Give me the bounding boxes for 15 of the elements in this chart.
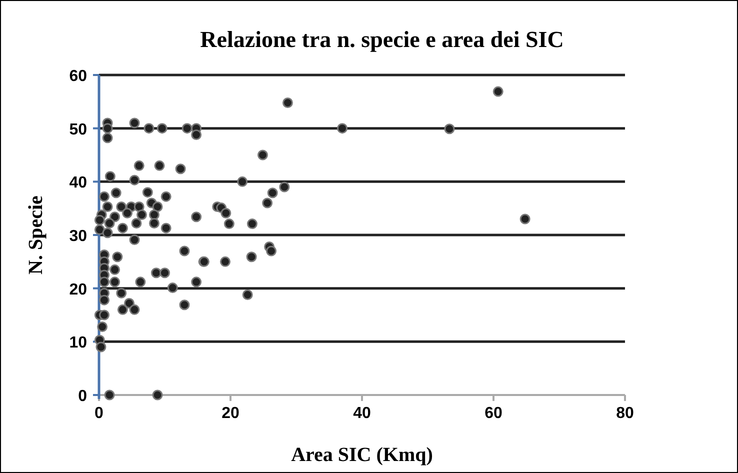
x-tick-label: 40: [353, 405, 371, 422]
y-tick-label: 0: [78, 388, 88, 405]
y-tick-label: 20: [69, 281, 88, 298]
y-tick-label: 40: [69, 174, 88, 192]
y-tick-label: 50: [69, 121, 88, 138]
y-tick-label: 60: [69, 68, 88, 85]
x-tick-label: 80: [616, 405, 634, 422]
x-tick-label: 20: [222, 405, 240, 422]
x-tick-label: 60: [484, 405, 502, 422]
x-axis-title: Area SIC (Kmq): [291, 444, 433, 466]
y-tick-label: 30: [69, 228, 88, 245]
y-tick-label: 10: [69, 334, 88, 352]
y-axis-title: N. Specie: [25, 195, 47, 274]
x-tick-label: 0: [94, 405, 104, 422]
chart-title: Relazione tra n. specie e area dei SIC: [200, 27, 564, 52]
